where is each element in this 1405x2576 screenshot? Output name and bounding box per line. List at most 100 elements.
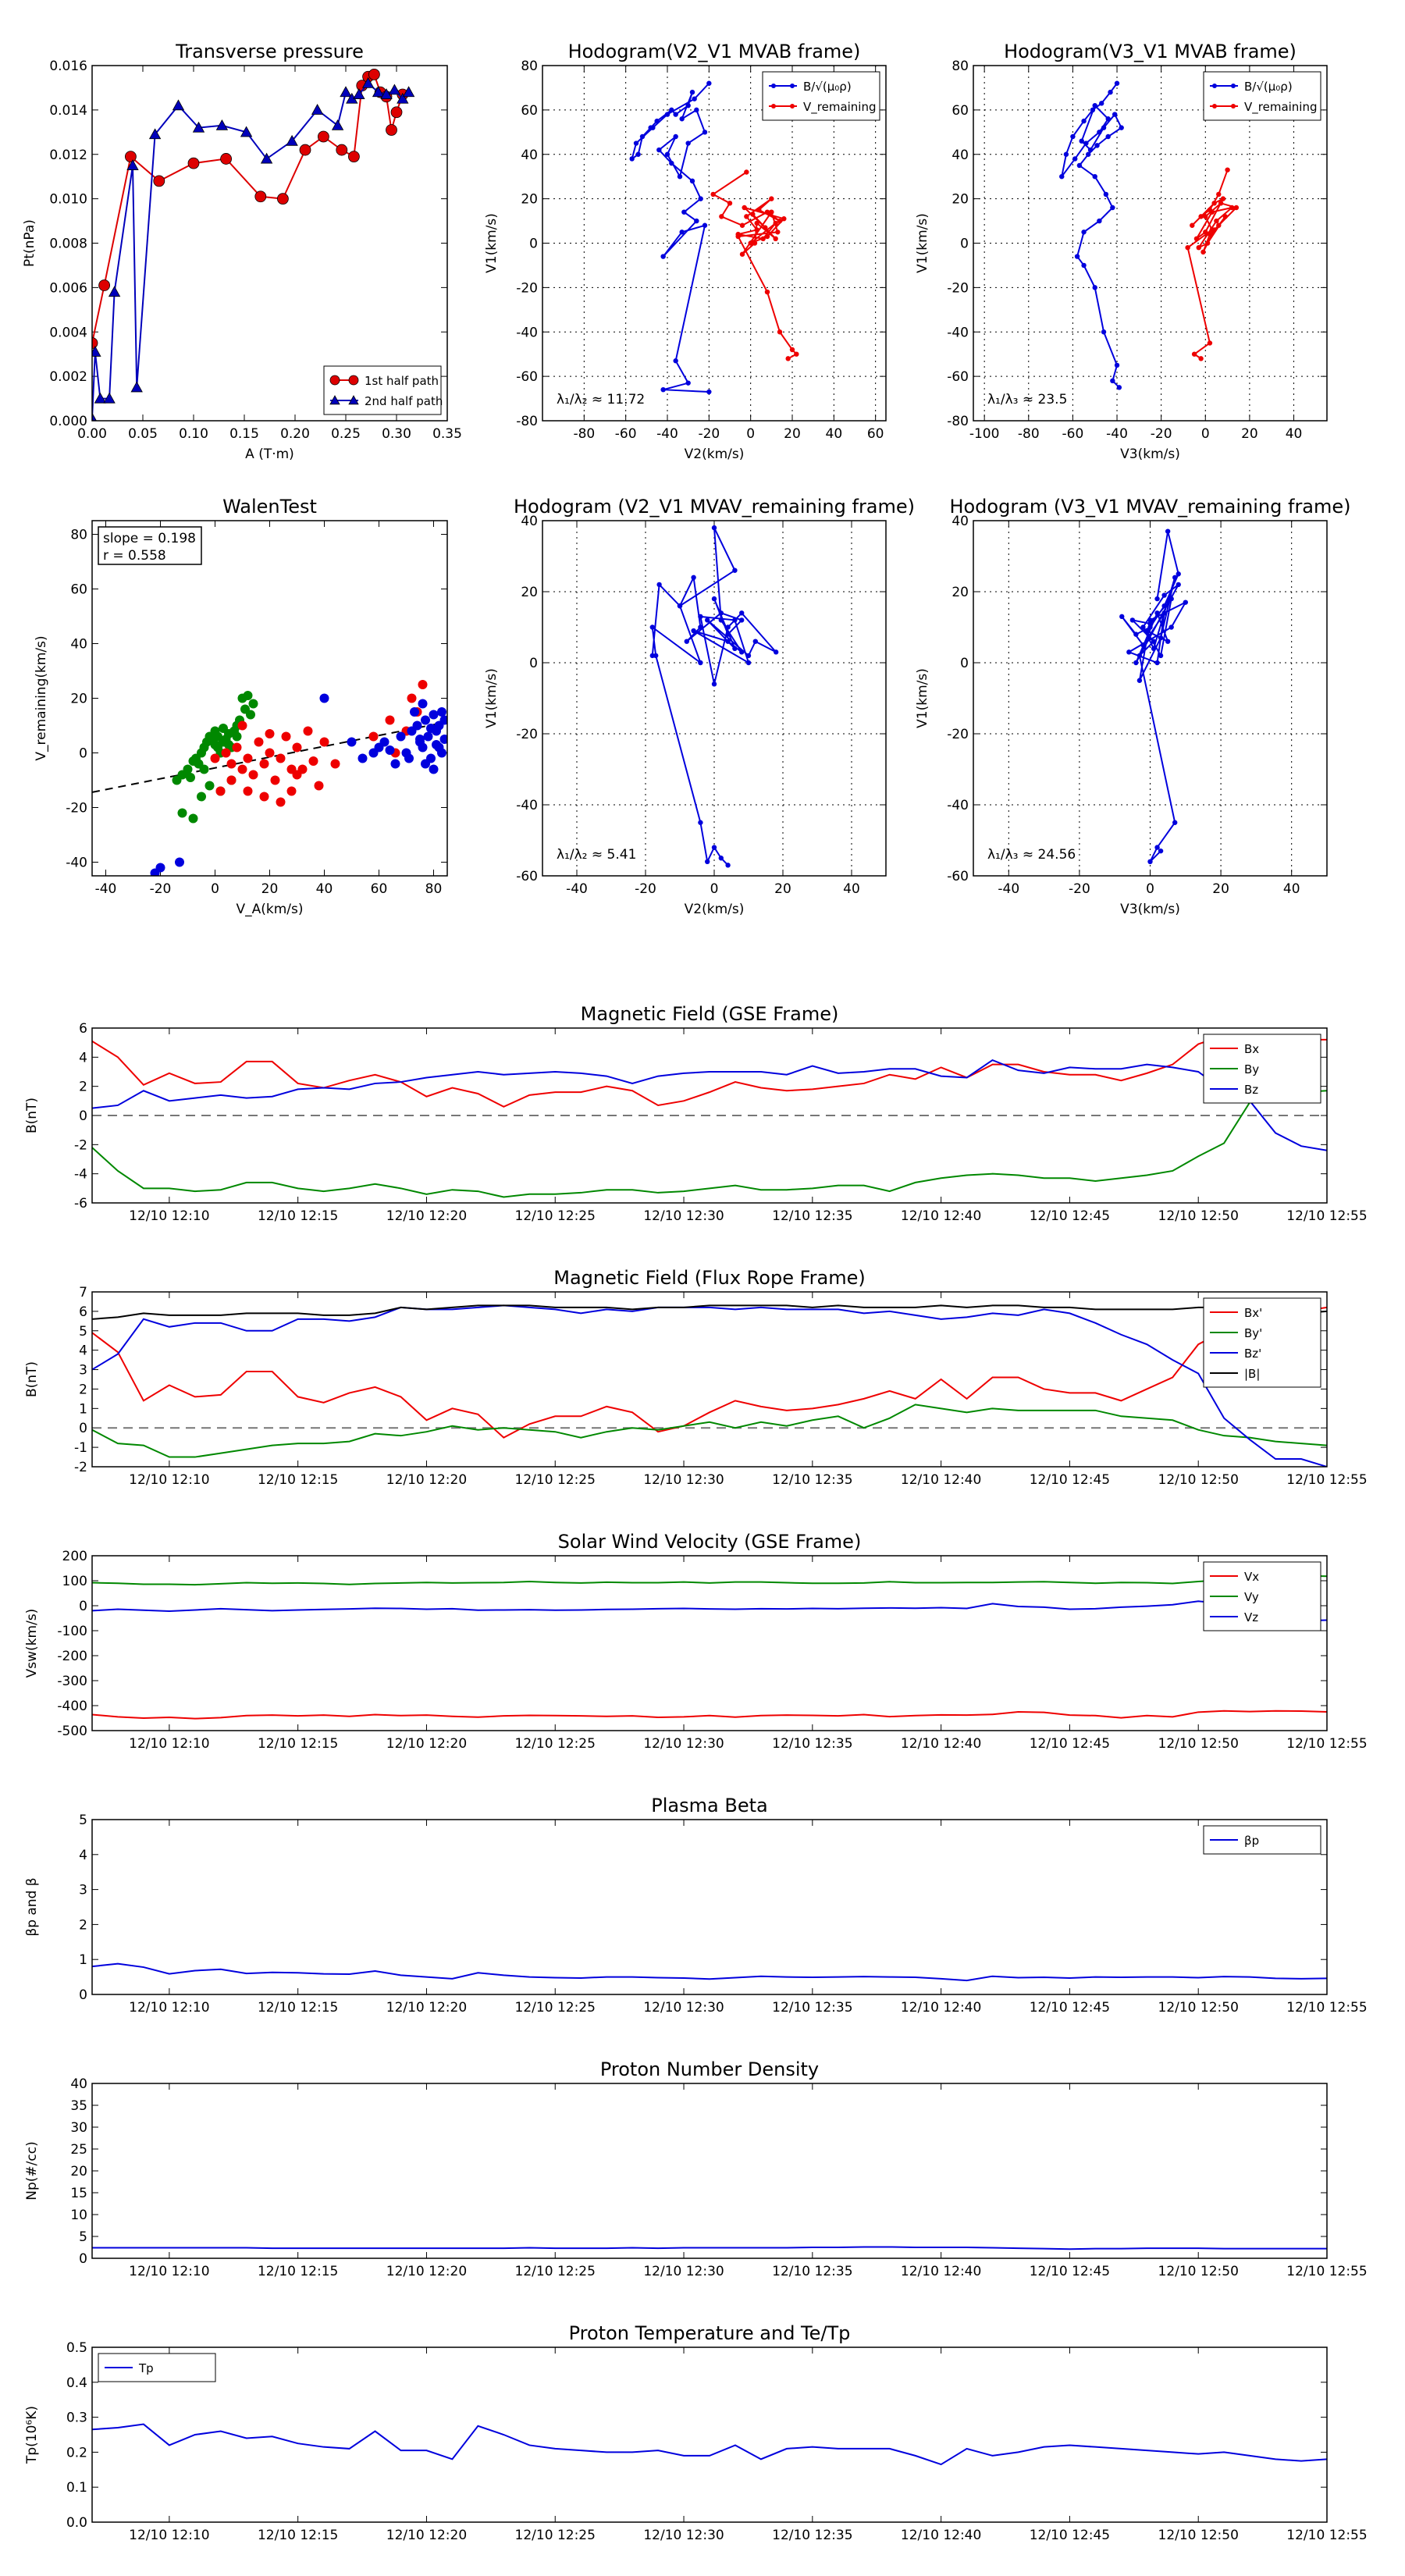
series-marker [1101, 125, 1107, 130]
x-tick-label: -40 [1106, 426, 1128, 442]
series-marker [732, 646, 738, 651]
x-tick-label: 12/10 12:20 [386, 2000, 467, 2016]
series-marker [153, 175, 165, 187]
x-tick-label: 12/10 12:40 [901, 2000, 981, 2016]
scatter-point-blue [423, 731, 433, 742]
series-marker [684, 639, 689, 644]
x-tick-label: -40 [566, 881, 588, 897]
series-marker [685, 380, 691, 386]
x-tick-label: 12/10 12:25 [515, 1736, 596, 1752]
scatter-point-red [232, 742, 242, 753]
scatter-point-red [237, 764, 247, 774]
legend-marker [1212, 104, 1217, 109]
y-tick-label: -500 [57, 1724, 87, 1739]
series-marker [1225, 167, 1230, 173]
series-marker [763, 225, 768, 230]
scatter-point-blue [385, 745, 395, 755]
y-tick-label: 0.4 [66, 2375, 87, 2391]
series-marker [187, 157, 200, 169]
y-axis-label: βp and β [24, 1877, 40, 1936]
series-marker [1070, 133, 1076, 140]
y-tick-label: 20 [70, 692, 87, 707]
series-marker [260, 152, 273, 164]
plot-area [1119, 528, 1189, 865]
series-marker [739, 649, 745, 655]
series-marker [685, 141, 691, 146]
series-marker [1207, 231, 1213, 237]
series-marker [1161, 603, 1167, 609]
series-marker [745, 660, 752, 666]
series-marker [705, 617, 710, 623]
plot-border [542, 520, 887, 877]
series-marker [331, 119, 344, 130]
series-marker [692, 96, 697, 101]
series-marker [648, 125, 653, 130]
chart-p4: WalenTest -40 -20 0 20 40 60 80 -40 -20 0 20 40 60 80 V… [34, 496, 448, 917]
y-tick-label: 200 [62, 1549, 87, 1564]
x-tick-label: 40 [843, 881, 860, 897]
x-tick-label: 60 [371, 881, 388, 897]
y-tick-label: 20 [951, 585, 969, 600]
y-tick-label: -60 [947, 869, 969, 884]
series-marker [725, 632, 731, 637]
legend: Bx By Bz [1203, 1034, 1321, 1104]
y-tick-label: 3 [79, 1883, 87, 1898]
plot-border [973, 520, 1328, 877]
scatter-point-blue [357, 753, 368, 763]
y-tick-label: -80 [947, 414, 969, 429]
series-marker [1133, 632, 1139, 637]
x-tick-label: 20 [1241, 426, 1258, 442]
series-line [1186, 169, 1238, 360]
scatter-point-blue [396, 731, 406, 742]
series-marker [336, 144, 348, 156]
x-tick-label: 0.15 [229, 426, 259, 442]
scatter-point-blue [418, 699, 428, 709]
plot-border [91, 1819, 1328, 1995]
series-marker [1092, 285, 1097, 290]
scatter-point-green [177, 808, 187, 818]
plot-border [91, 2347, 1328, 2523]
scatter-point-blue [421, 715, 430, 725]
series-line [651, 527, 777, 866]
y-tick-label: 25 [70, 2142, 87, 2158]
y-tick-label: -300 [57, 1674, 87, 1689]
series-marker [240, 126, 253, 137]
series-marker [725, 639, 731, 644]
series-marker [769, 209, 774, 215]
y-tick-label: 0.010 [49, 192, 87, 208]
x-tick-label: 12/10 12:45 [1030, 2528, 1110, 2543]
series-marker [1200, 249, 1206, 255]
scatter-point-red [259, 759, 269, 769]
series-marker [691, 628, 696, 634]
y-tick-label: -100 [57, 1624, 87, 1639]
x-tick-label: 12/10 12:25 [515, 1208, 596, 1224]
x-tick-label: 12/10 12:55 [1286, 1736, 1367, 1752]
y-tick-label: 60 [521, 103, 538, 119]
x-tick-label: 12/10 12:10 [129, 2264, 209, 2279]
legend-marker [1231, 84, 1236, 88]
y-tick-label: -20 [66, 801, 87, 817]
y-tick-label: 60 [70, 582, 87, 598]
x-tick-label: 12/10 12:50 [1158, 2264, 1239, 2279]
series-marker [748, 240, 753, 246]
series-marker [1190, 222, 1195, 228]
scatter-point-red [226, 759, 237, 769]
y-tick-label: 0 [79, 2251, 87, 2267]
series-marker [649, 653, 655, 659]
x-tick-label: 20 [261, 881, 279, 897]
x-tick-label: 12/10 12:25 [515, 2528, 596, 2543]
series-marker [752, 240, 758, 246]
y-tick-label: 6 [79, 1021, 87, 1037]
series-marker [254, 190, 267, 203]
x-tick-label: 12/10 12:15 [258, 1208, 338, 1224]
series-marker [732, 617, 738, 623]
legend-label: Bz' [1244, 1347, 1261, 1361]
series-marker [1158, 653, 1164, 659]
x-tick-label: -100 [969, 426, 1000, 442]
x-tick-label: 12/10 12:40 [901, 2528, 981, 2543]
x-tick-label: 12/10 12:10 [129, 2528, 209, 2543]
series-marker [1218, 201, 1224, 206]
series-marker [1112, 112, 1118, 117]
x-tick-label: 12/10 12:50 [1158, 1736, 1239, 1752]
series-marker [361, 76, 375, 88]
